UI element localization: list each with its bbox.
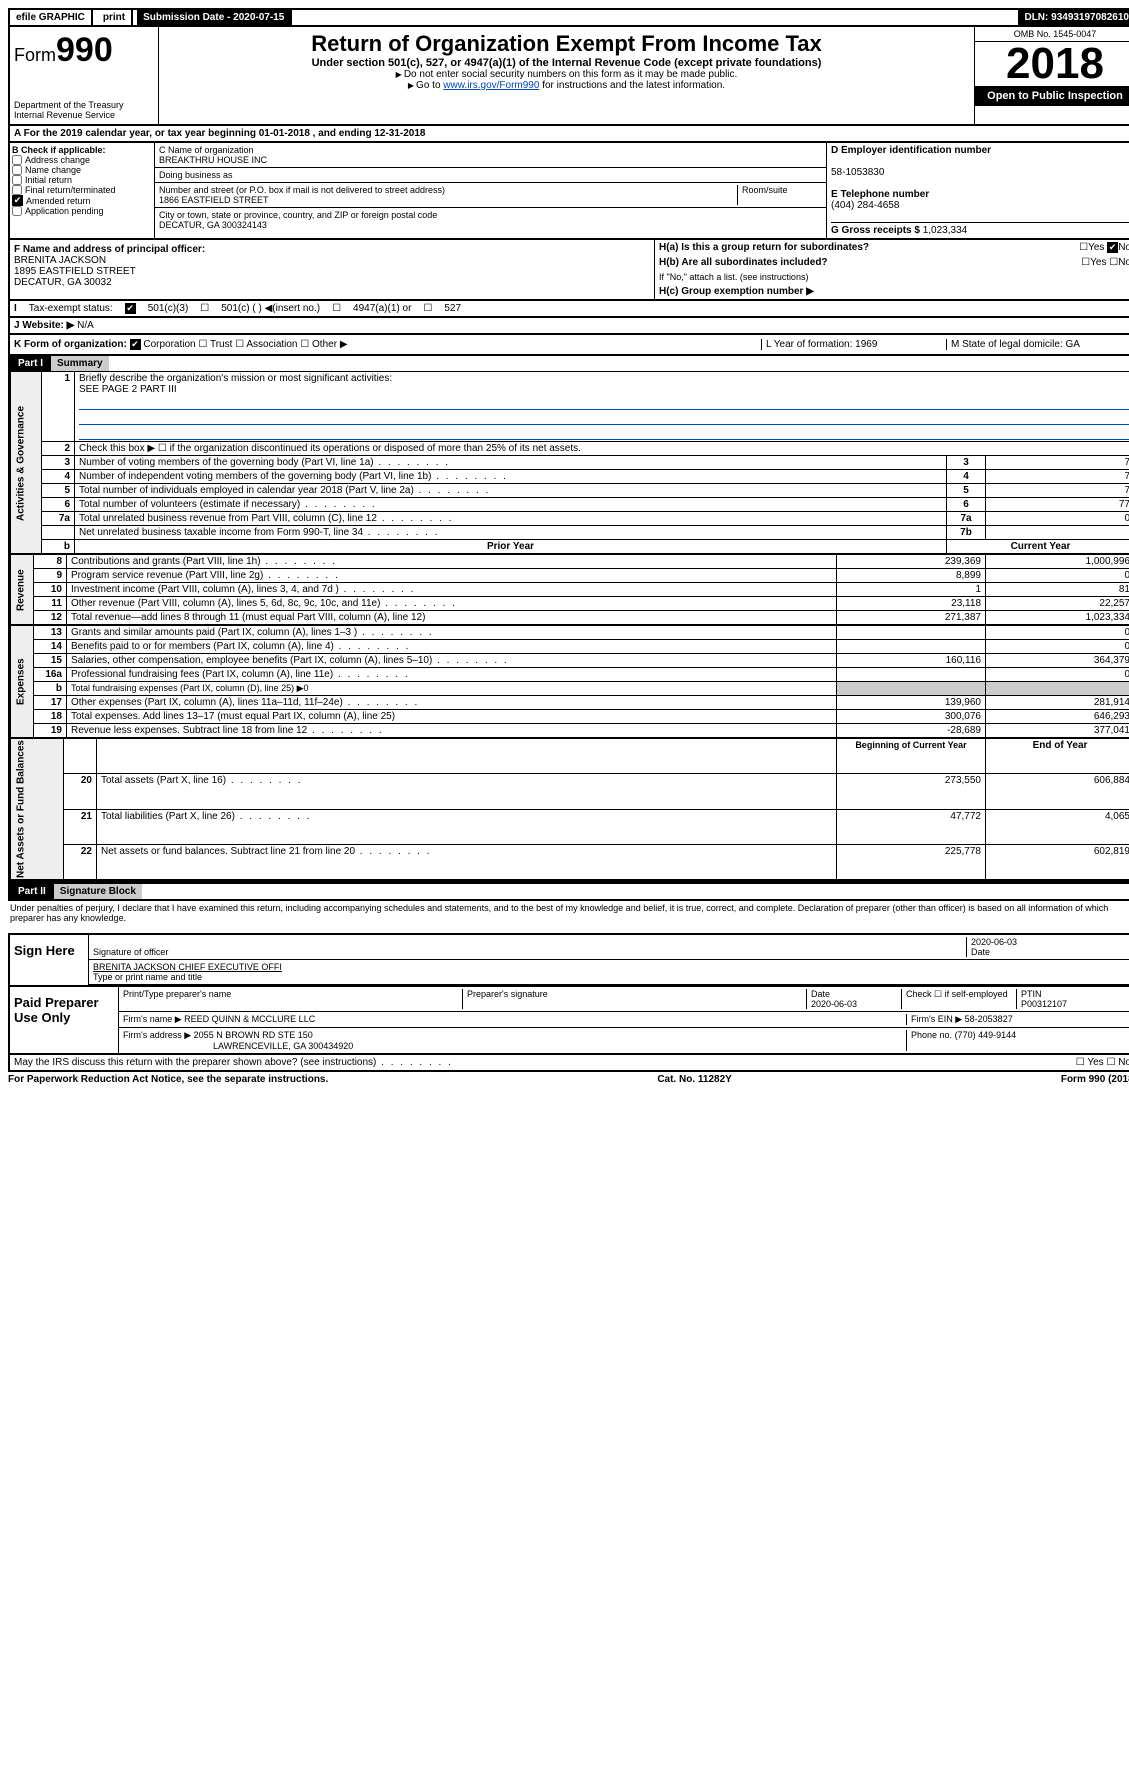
part1: Part ISummary Activities & Governance 1 … [8,356,1129,882]
side-governance: Activities & Governance [11,372,42,554]
gross-receipts: 1,023,334 [923,225,968,236]
note-ssn: Do not enter social security numbers on … [163,69,970,80]
website: N/A [77,320,94,331]
side-expenses: Expenses [11,626,34,738]
section-i: I Tax-exempt status: ✔501(c)(3) ☐ 501(c)… [8,301,1129,318]
chk-initial-return[interactable] [12,175,22,185]
sign-here-block: Sign Here Signature of officer2020-06-03… [8,933,1129,987]
block-bcdeg: B Check if applicable: Address change Na… [8,143,1129,240]
paid-preparer-block: Paid Preparer Use Only Print/Type prepar… [8,987,1129,1055]
row-a-period: A For the 2019 calendar year, or tax yea… [8,126,1129,143]
dept-treasury: Department of the Treasury [14,100,154,110]
footer: For Paperwork Reduction Act Notice, see … [8,1072,1129,1087]
firm-phone: (770) 449-9144 [955,1030,1017,1040]
part2: Part IISignature Block [8,882,1129,901]
section-h: H(a) Is this a group return for subordin… [655,240,1129,299]
side-revenue: Revenue [11,555,34,625]
form990-link[interactable]: www.irs.gov/Form990 [443,80,539,91]
chk-name-change[interactable] [12,165,22,175]
print-button[interactable]: print [97,10,133,25]
section-b: B Check if applicable: Address change Na… [10,143,155,238]
discuss-row: May the IRS discuss this return with the… [8,1055,1129,1072]
year-formation: L Year of formation: 1969 [761,339,946,350]
section-f: F Name and address of principal officer:… [10,240,655,299]
chk-address-change[interactable] [12,155,22,165]
phone: (404) 284-4658 [831,200,899,211]
org-name: BREAKTHRU HOUSE INC [159,155,267,165]
mission-text: SEE PAGE 2 PART III [79,384,177,395]
section-j: J Website: ▶ N/A [8,318,1129,335]
header-mid: Return of Organization Exempt From Incom… [159,27,974,124]
form-subtitle: Under section 501(c), 527, or 4947(a)(1)… [163,57,970,69]
header-left: Form990 Department of the Treasury Inter… [10,27,159,124]
ptin: P00312107 [1021,999,1067,1009]
form-header: Form990 Department of the Treasury Inter… [8,27,1129,126]
chk-app-pending[interactable] [12,206,22,216]
firm-ein: 58-2053827 [965,1014,1013,1024]
side-net-assets: Net Assets or Fund Balances [11,739,64,880]
header-right: OMB No. 1545-0047 2018 Open to Public In… [974,27,1129,124]
submission-date: Submission Date - 2020-07-15 [137,10,292,25]
block-fh: F Name and address of principal officer:… [8,240,1129,301]
chk-final-return[interactable] [12,185,22,195]
section-klm: K Form of organization: ✔ Corporation ☐ … [8,335,1129,356]
section-c: C Name of organizationBREAKTHRU HOUSE IN… [155,143,827,238]
org-street: 1866 EASTFIELD STREET [159,195,269,205]
org-city: DECATUR, GA 300324143 [159,220,267,230]
topbar: efile GRAPHIC print Submission Date - 20… [8,8,1129,27]
section-de: D Employer identification number 58-1053… [827,143,1129,238]
form-title: Return of Organization Exempt From Incom… [163,31,970,57]
chk-corporation[interactable]: ✔ [130,339,141,350]
chk-amended-return[interactable]: ✔ [12,195,23,206]
officer-name: BRENITA JACKSON [14,255,106,266]
officer-typed-name: BRENITA JACKSON CHIEF EXECUTIVE OFFI [93,962,282,972]
note-goto: Go to www.irs.gov/Form990 for instructio… [163,80,970,91]
chk-501c3[interactable]: ✔ [125,303,136,314]
state-domicile: M State of legal domicile: GA [946,339,1129,350]
tax-year: 2018 [975,42,1129,86]
ein: 58-1053830 [831,167,884,178]
irs-label: Internal Revenue Service [14,110,154,120]
perjury-statement: Under penalties of perjury, I declare th… [8,901,1129,925]
open-to-public: Open to Public Inspection [975,86,1129,106]
efile-label: efile GRAPHIC [10,10,93,25]
firm-name: REED QUINN & MCCLURE LLC [184,1014,315,1024]
dln: DLN: 93493197082610 [1018,10,1129,25]
